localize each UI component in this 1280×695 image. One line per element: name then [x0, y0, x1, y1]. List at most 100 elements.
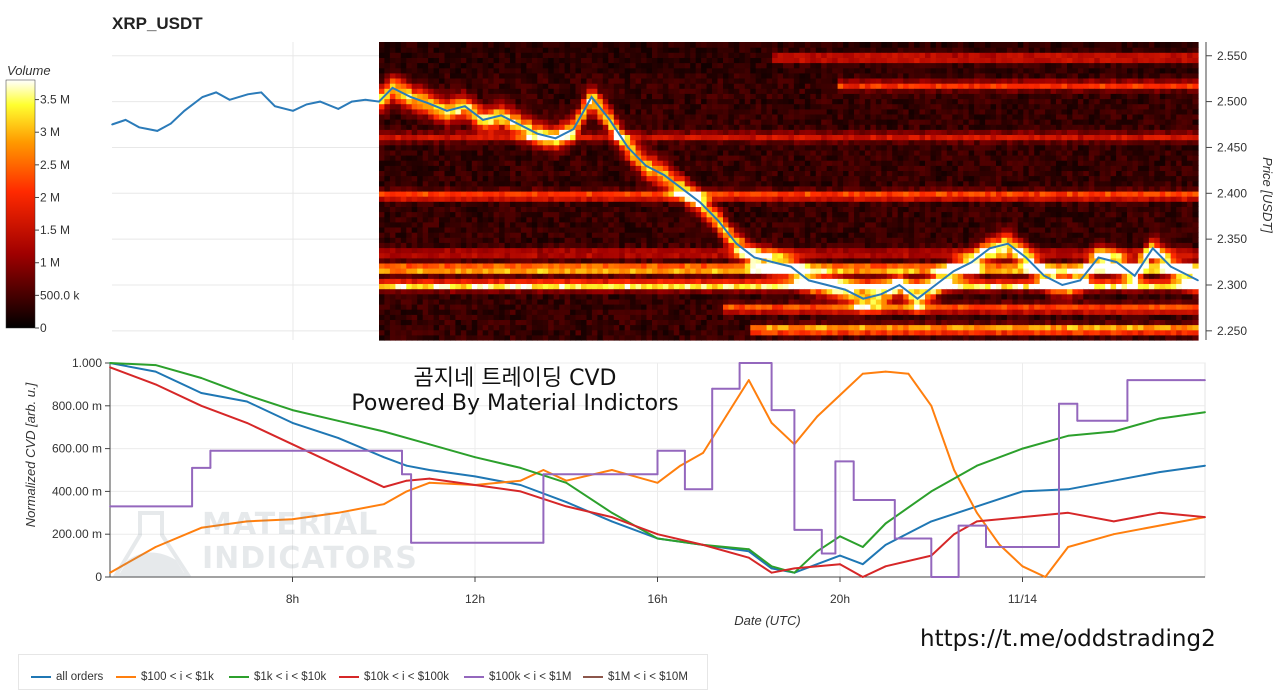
heatmap-cell [390, 319, 396, 325]
heatmap-cell [794, 83, 800, 89]
heatmap-cell [734, 263, 740, 269]
heatmap-cell [728, 104, 734, 110]
heatmap-cell [712, 124, 718, 130]
heatmap-cell [543, 99, 549, 105]
heatmap-cell [423, 104, 429, 110]
heatmap-cell [761, 42, 767, 48]
heatmap-cell [603, 88, 609, 94]
heatmap-cell [728, 294, 734, 300]
heatmap-cell [821, 217, 827, 223]
heatmap-cell [799, 191, 805, 197]
heatmap-cell [401, 83, 407, 89]
heatmap-cell [772, 201, 778, 207]
heatmap-cell [548, 314, 554, 320]
heatmap-cell [390, 42, 396, 48]
heatmap-cell [439, 258, 445, 264]
heatmap-cell [641, 314, 647, 320]
heatmap-cell [395, 145, 401, 151]
heatmap-cell [816, 268, 822, 274]
heatmap-cell [636, 268, 642, 274]
heatmap-cell [445, 104, 451, 110]
heatmap-cell [805, 294, 811, 300]
heatmap-cell [423, 129, 429, 135]
heatmap-cell [417, 289, 423, 295]
heatmap-cell [597, 242, 603, 248]
heatmap-cell [652, 176, 658, 182]
heatmap-cell [428, 155, 434, 161]
heatmap-cell [783, 335, 789, 341]
heatmap-cell [619, 124, 625, 130]
heatmap-cell [526, 42, 532, 48]
heatmap-cell [439, 212, 445, 218]
heatmap-cell [805, 104, 811, 110]
heatmap-cell [832, 263, 838, 269]
heatmap-cell [581, 99, 587, 105]
heatmap-cell [516, 222, 522, 228]
heatmap-cell [816, 181, 822, 187]
heatmap-cell [832, 304, 838, 310]
heatmap-cell [652, 289, 658, 295]
heatmap-cell [636, 176, 642, 182]
heatmap-cell [532, 109, 538, 115]
heatmap-cell [455, 299, 461, 305]
heatmap-cell [799, 160, 805, 166]
heatmap-cell [778, 294, 784, 300]
heatmap-cell [592, 227, 598, 233]
heatmap-cell [570, 330, 576, 336]
heatmap-cell [384, 68, 390, 74]
heatmap-cell [750, 299, 756, 305]
heatmap-cell [712, 222, 718, 228]
heatmap-cell [832, 330, 838, 336]
heatmap-cell [559, 242, 565, 248]
heatmap-cell [521, 309, 527, 315]
heatmap-cell [483, 181, 489, 187]
heatmap-cell [718, 88, 724, 94]
heatmap-cell [630, 124, 636, 130]
heatmap-cell [570, 237, 576, 243]
heatmap-cell [657, 304, 663, 310]
heatmap-cell [679, 150, 685, 156]
heatmap-cell [701, 109, 707, 115]
heatmap-cell [401, 109, 407, 115]
heatmap-cell [379, 145, 385, 151]
heatmap-cell [466, 299, 472, 305]
heatmap-cell [619, 273, 625, 279]
heatmap-cell [379, 78, 385, 84]
heatmap-cell [510, 165, 516, 171]
heatmap-cell [641, 248, 647, 254]
heatmap-cell [723, 42, 729, 48]
heatmap-cell [379, 206, 385, 212]
heatmap-cell [810, 109, 816, 115]
heatmap-cell [657, 165, 663, 171]
heatmap-cell [832, 68, 838, 74]
heatmap-cell [543, 57, 549, 63]
heatmap-cell [608, 73, 614, 79]
heatmap-cell [838, 237, 844, 243]
heatmap-cell [641, 47, 647, 53]
heatmap-cell [526, 47, 532, 53]
heatmap-cell [472, 314, 478, 320]
heatmap-cell [417, 47, 423, 53]
heatmap-cell [739, 273, 745, 279]
heatmap-cell [472, 176, 478, 182]
heatmap-cell [401, 242, 407, 248]
heatmap-cell [559, 42, 565, 48]
heatmap-cell [505, 258, 511, 264]
heatmap-cell [712, 299, 718, 305]
heatmap-cell [690, 212, 696, 218]
heatmap-cell [701, 170, 707, 176]
heatmap-cell [625, 253, 631, 259]
heatmap-cell [608, 273, 614, 279]
heatmap-cell [734, 268, 740, 274]
heatmap-cell [723, 83, 729, 89]
heatmap-cell [521, 284, 527, 290]
heatmap-cell [750, 273, 756, 279]
heatmap-cell [592, 294, 598, 300]
heatmap-cell [674, 196, 680, 202]
heatmap-cell [434, 232, 440, 238]
heatmap-cell [576, 294, 582, 300]
heatmap-cell [483, 63, 489, 69]
heatmap-cell [455, 330, 461, 336]
heatmap-cell [745, 104, 751, 110]
heatmap-cell [461, 160, 467, 166]
